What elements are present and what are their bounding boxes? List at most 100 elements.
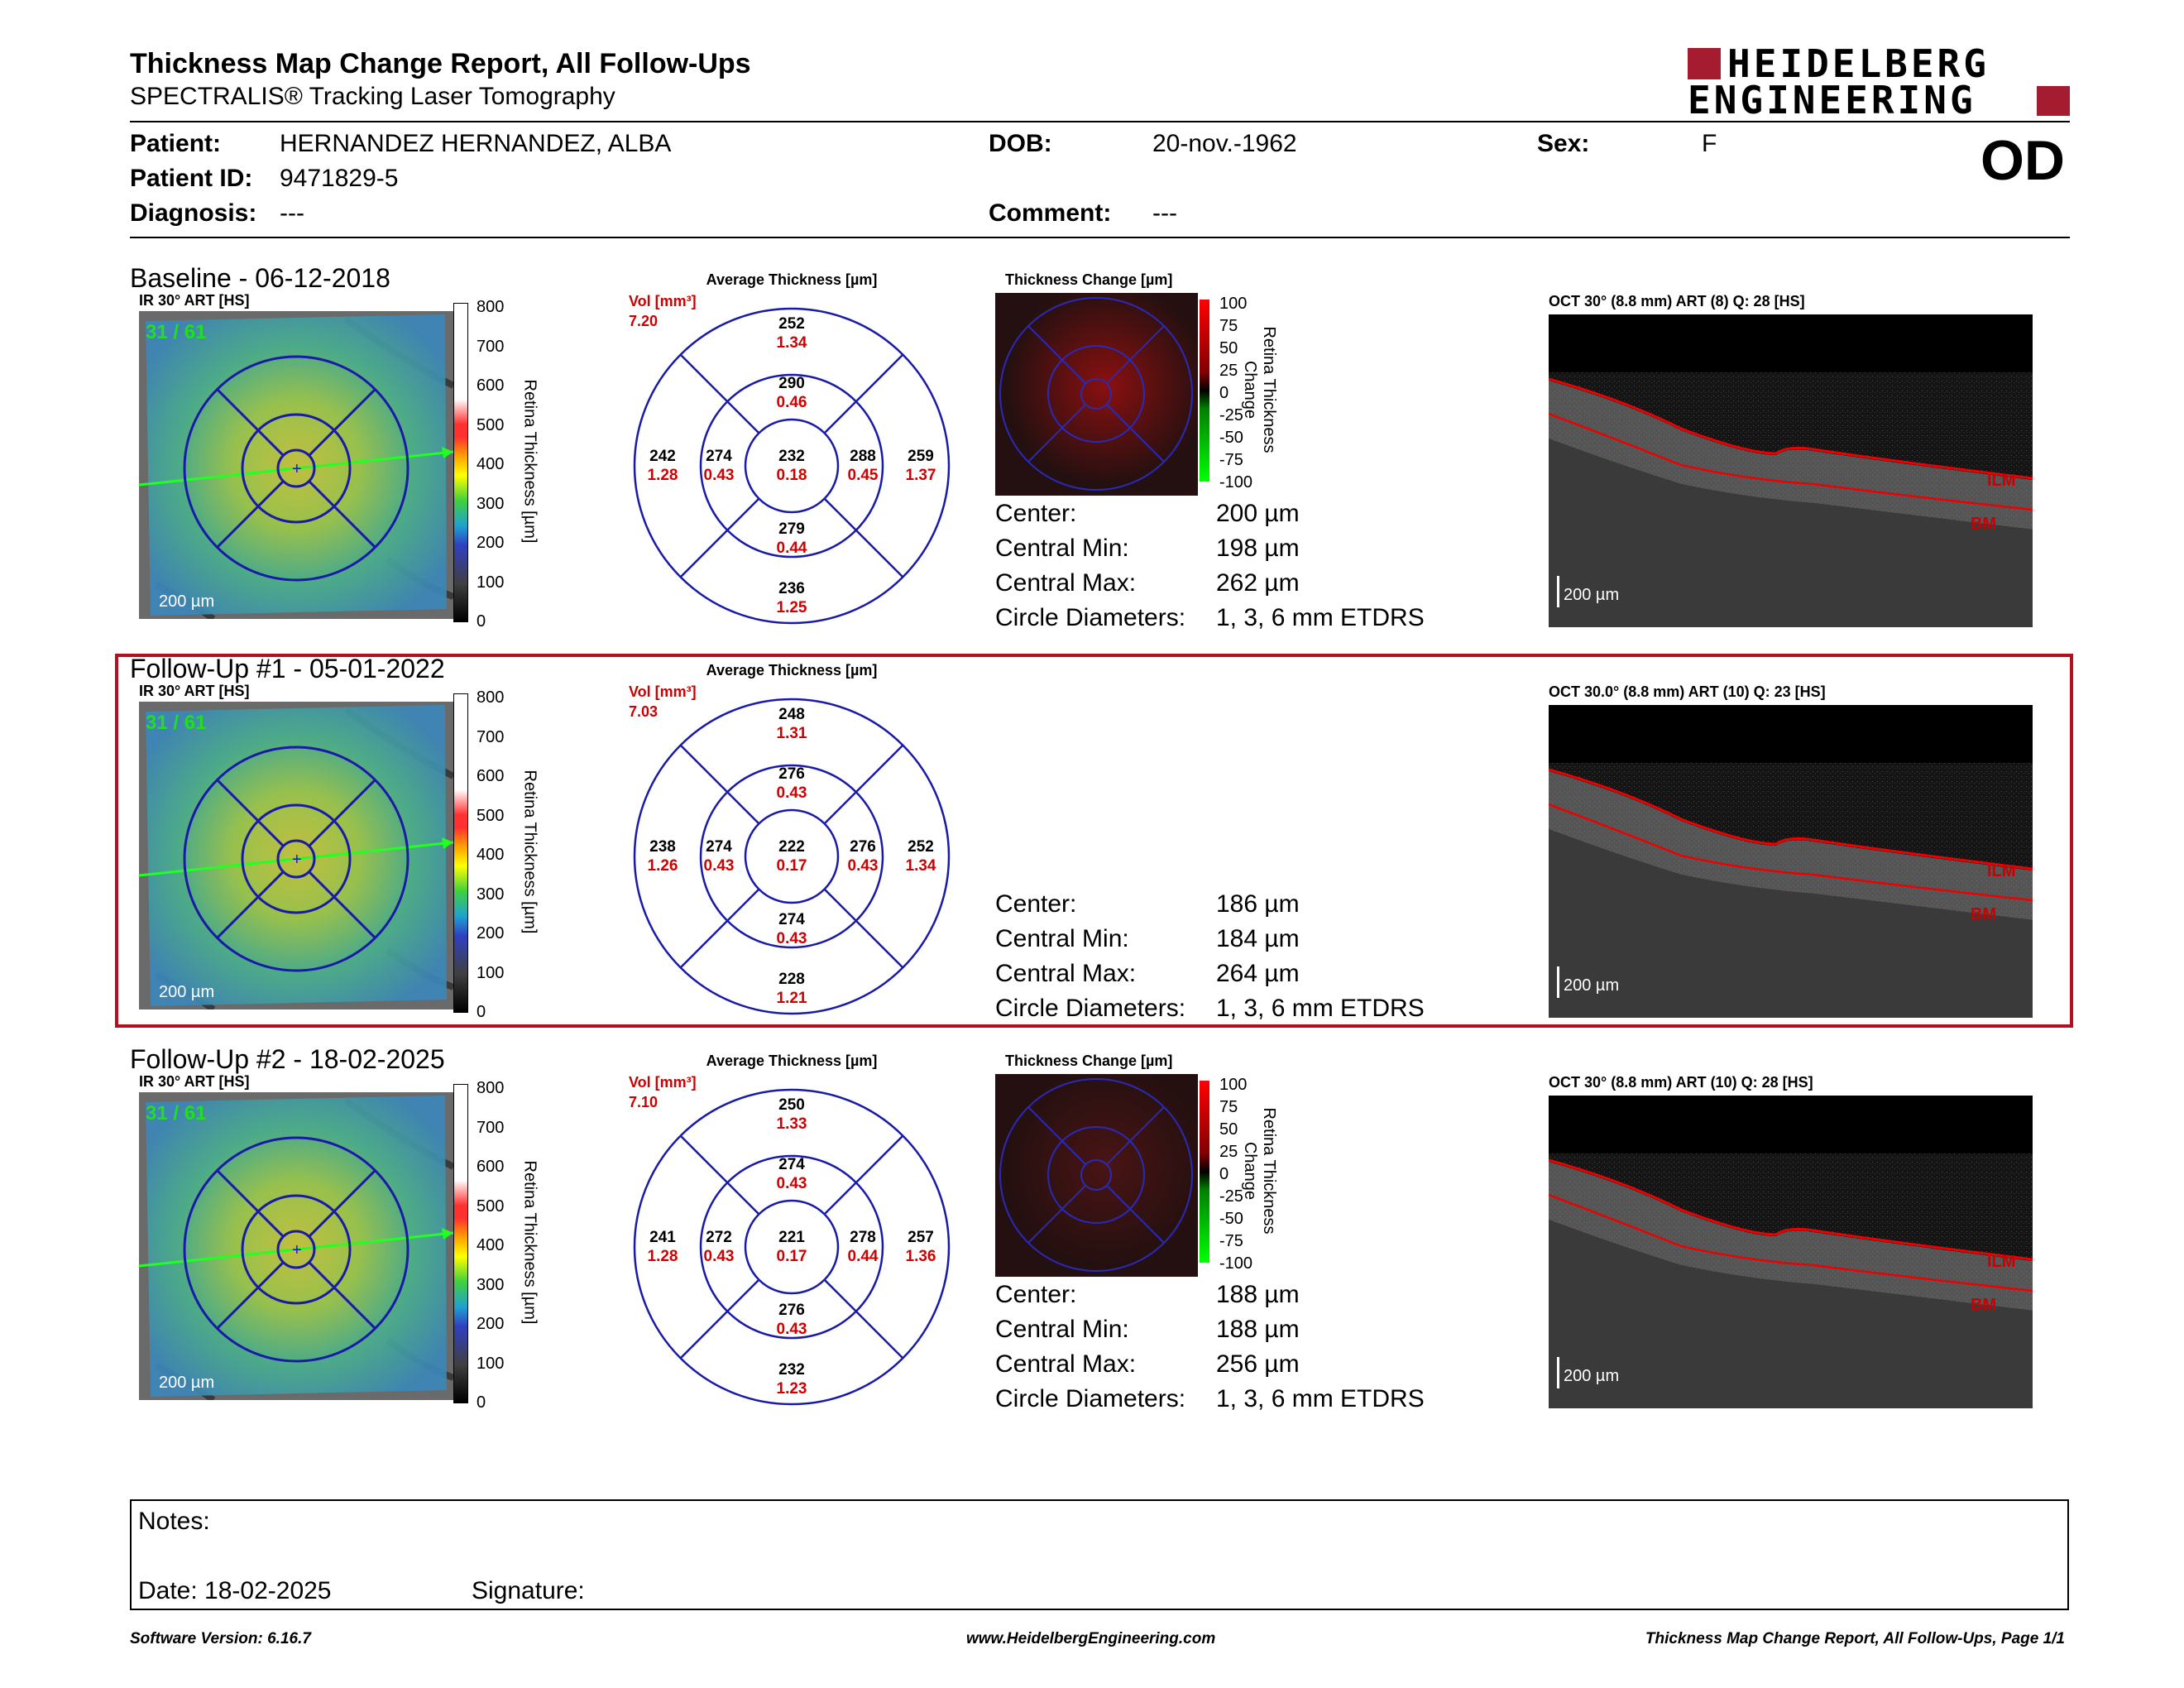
thickness-tick: 200 [477,1315,505,1333]
ir-etdrs-grid-spoke-0 [308,480,376,549]
change-tick: -25 [1219,1187,1243,1206]
sector-thickness-inn: 274 [706,448,732,465]
etdrs-chart-grid-ring-2 [633,1088,951,1406]
volume-label: Vol [mm³] [629,683,697,700]
notes-box[interactable]: Notes: Date: 18-02-2025 Signature: [130,1499,2069,1610]
sector-volume-ii: 0.44 [777,539,807,557]
ir-thickness-map[interactable]: +31 / 61 200 µm [139,311,453,619]
sector-volume-on: 1.31 [777,725,807,742]
heidelberg-logo: HEIDELBERG ENGINEERING [1688,41,2070,119]
thickness-tick: 500 [477,806,505,825]
change-map-grid-ring-1 [1047,345,1145,443]
etdrs-chart: 2220.172760.432740.432760.432740.432481.… [633,698,951,1015]
central-min-value: 188 µm [1216,1316,1300,1343]
change-tick: 0 [1219,1165,1229,1183]
sex-label: Sex: [1537,130,1590,157]
oct-bscan[interactable]: ILM BM 200 µm [1549,705,2033,1018]
thickness-color-bar [453,303,468,622]
thickness-change-map[interactable] [995,1074,1198,1277]
thickness-tick: 400 [477,1236,505,1254]
central-min-value: 184 µm [1216,925,1300,952]
etdrs-chart-grid-ring-0 [744,808,840,904]
etdrs-chart-grid-spoke-0 [823,497,904,578]
ir-etdrs-grid-spoke-2 [216,388,285,457]
ilm-boundary [1549,768,2033,870]
etdrs-chart-grid-spoke-0 [823,1278,904,1360]
central-max-label: Central Max: [995,960,1137,987]
change-map-grid-spoke-0 [1106,404,1165,463]
center-value: 200 µm [1216,500,1300,527]
thickness-overlay [146,1096,447,1397]
logo-square-top [1688,48,1721,79]
sector-volume-ot: 1.34 [906,857,936,875]
sector-thickness-oi: 232 [778,1361,805,1379]
change-axis-label: Retina Thickness Change [1241,1107,1278,1235]
patient-name: HERNANDEZ HERNANDEZ, ALBA [280,130,672,157]
sector-thickness-ot: 252 [908,838,934,856]
oct-bscan[interactable]: ILM BM 200 µm [1549,1096,2033,1408]
ir-map-svg: + [139,311,453,619]
ir-etdrs-grid-spoke-2 [216,1169,285,1238]
eye-indicator: OD [1980,129,2065,192]
footer-website[interactable]: www.HeidelbergEngineering.com [966,1630,1216,1647]
total-volume: 7.03 [629,703,659,720]
circle-diameters-label: Circle Diameters: [995,604,1186,631]
oct-bscan[interactable]: ILM BM 200 µm [1549,314,2033,627]
oct-retina-band [1549,1162,2033,1311]
sector-volume-it: 0.44 [848,1248,879,1265]
etdrs-chart-grid-spoke-2 [679,353,760,434]
sector-thickness-oi: 236 [778,580,805,597]
ir-scale-bar: 200 µm [159,592,215,611]
central-min-label: Central Min: [995,1316,1129,1343]
change-tick: -75 [1219,451,1243,469]
ir-thickness-map[interactable]: +31 / 61 200 µm [139,702,453,1009]
sector-volume-inn: 0.43 [704,1248,735,1265]
bm-label: BM [1971,515,1997,533]
change-color-bar [1200,300,1209,482]
total-volume: 7.10 [629,1094,659,1110]
sector-thickness-on: 248 [778,706,805,723]
ir-thickness-map[interactable]: +31 / 61 200 µm [139,1092,453,1400]
thickness-change-map[interactable] [995,293,1198,496]
ilm-boundary [1549,1158,2033,1261]
change-tick: -50 [1219,429,1243,447]
change-map-grid-ring-0 [1080,378,1112,410]
avg-thickness-title: Average Thickness [µm] [706,662,878,679]
ilm-label: ILM [1987,1253,2016,1271]
bm-label: BM [1971,905,1997,923]
ir-etdrs-grid-ring-2 [183,746,410,972]
change-map-grid-spoke-0 [1106,1185,1165,1244]
change-tick: -75 [1219,1232,1243,1250]
oct-bscan-svg [1549,1096,2033,1408]
ir-etdrs-grid-spoke-1 [216,1261,285,1330]
change-map-grid-ring-1 [1047,1126,1145,1224]
sector-thickness-c: 221 [778,1229,805,1246]
sector-volume-onn: 1.28 [648,1248,678,1265]
etdrs-chart-grid-spoke-3 [823,744,904,825]
ir-map-svg: + [139,1092,453,1400]
oct-retina-band [1549,771,2033,920]
central-max-label: Central Max: [995,1350,1137,1378]
central-min-value: 198 µm [1216,535,1300,562]
center-value: 186 µm [1216,890,1300,918]
ir-image-label: IR 30° ART [HS] [139,1073,250,1090]
ir-etdrs-grid-ring-2 [183,1136,410,1363]
change-axis-label: Retina Thickness Change [1241,326,1278,453]
scan-line [139,450,453,487]
etdrs-chart-grid-spoke-3 [823,353,904,434]
oct-scan-label: OCT 30.0° (8.8 mm) ART (10) Q: 23 [HS] [1549,683,1826,700]
sector-thickness-ii: 274 [778,911,805,928]
header-divider [130,121,2070,122]
logo-text-line1: HEIDELBERG [1727,41,1990,86]
change-color-bar [1200,1081,1209,1263]
thickness-change-title: Thickness Change [µm] [1005,271,1173,288]
sector-thickness-onn: 242 [649,448,676,465]
sector-volume-onn: 1.26 [648,857,678,875]
sector-volume-in: 0.43 [777,784,807,802]
footer-page-info: Thickness Map Change Report, All Follow-… [1645,1630,2065,1647]
sector-volume-in: 0.43 [777,1175,807,1192]
bm-label: BM [1971,1296,1997,1314]
volume-label: Vol [mm³] [629,293,697,309]
ir-etdrs-grid-ring-0 [276,839,316,879]
thickness-axis-label: Retina Thickness [µm] [520,1160,539,1325]
